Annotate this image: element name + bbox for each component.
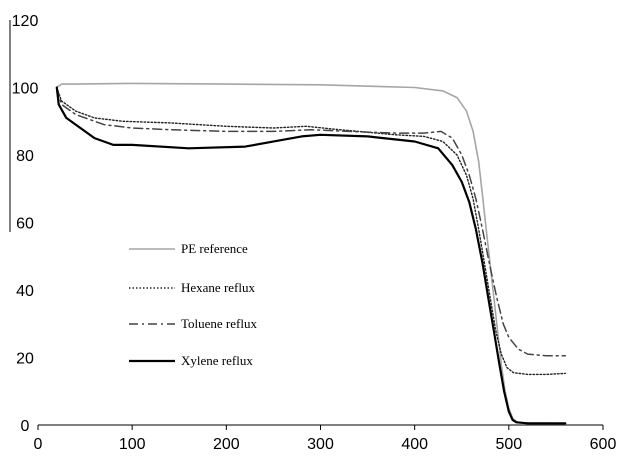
x-tick-label: 400 (401, 436, 428, 453)
legend-label: PE reference (181, 241, 248, 256)
y-tick-label: 60 (16, 216, 34, 233)
y-tick-label: 40 (16, 283, 34, 300)
series-lines (55, 82, 567, 425)
x-tick-label: 0 (34, 436, 43, 453)
axis-ticks: 0 100 200 300 400 500 600 0 20 40 60 80 100 120 (12, 13, 617, 453)
x-tick-label: 100 (119, 436, 146, 453)
legend-label: Hexane reflux (181, 280, 255, 295)
series-line-hexane-reflux (56, 86, 566, 376)
legend-label: Toluene reflux (181, 316, 257, 331)
x-tick-label: 300 (307, 436, 334, 453)
x-tick-label: 200 (213, 436, 240, 453)
y-tick-label: 120 (12, 13, 39, 30)
legend: PE reference Hexane reflux Toluene reflux X… (129, 241, 257, 368)
axes (9, 20, 603, 426)
series-line-xylene-reflux (55, 86, 567, 425)
series-line-pe-reference (56, 82, 567, 425)
x-tick-label: 600 (590, 436, 617, 453)
y-tick-label: 80 (16, 148, 34, 165)
legend-label: Xylene reflux (181, 353, 253, 368)
y-tick-label: 20 (16, 351, 34, 368)
x-tick-label: 500 (495, 436, 522, 453)
y-tick-label: 100 (12, 81, 39, 98)
series-line-toluene-reflux (56, 86, 567, 357)
y-tick-label: 0 (21, 418, 30, 435)
